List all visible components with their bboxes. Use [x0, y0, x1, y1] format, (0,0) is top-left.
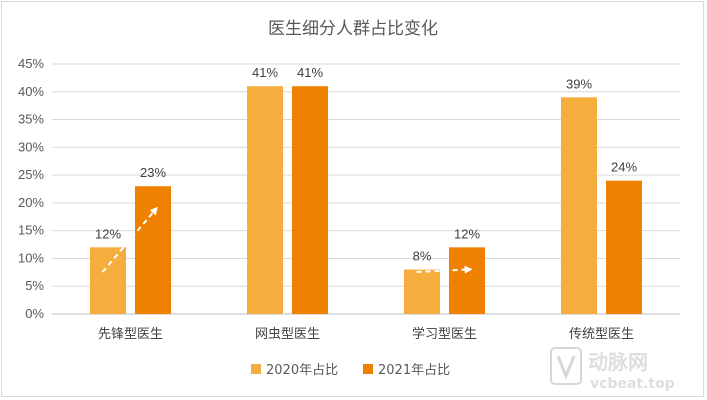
- x-tick-label: 学习型医生: [412, 326, 477, 342]
- legend: 2020年占比 2021年占比: [251, 363, 450, 378]
- data-label: 39%: [566, 76, 592, 91]
- bar: [561, 97, 597, 314]
- legend-swatch: [251, 364, 261, 374]
- y-tick-label: 30%: [18, 139, 44, 154]
- data-label: 23%: [140, 165, 166, 180]
- data-label: 41%: [297, 65, 323, 80]
- bar: [404, 269, 440, 314]
- data-label: 41%: [252, 65, 278, 80]
- y-tick-label: 25%: [18, 167, 44, 182]
- bar: [90, 247, 126, 314]
- x-tick-label: 网虫型医生: [255, 327, 320, 342]
- y-tick-label: 5%: [25, 278, 44, 293]
- logo-v-icon: [550, 347, 582, 385]
- data-label: 12%: [454, 226, 480, 241]
- bar: [135, 186, 171, 314]
- trend-arrow: [416, 265, 473, 274]
- y-tick-label: 35%: [18, 112, 44, 127]
- data-label: 24%: [611, 160, 637, 175]
- legend-swatch: [363, 364, 373, 374]
- data-labels: 12% 23% 41% 41% 8% 12% 39% 24%: [95, 65, 637, 263]
- y-tick-label: 15%: [18, 223, 44, 238]
- x-tick-label: 先锋型医生: [98, 327, 163, 342]
- bar: [449, 247, 485, 314]
- logo-v-mark: [556, 355, 576, 381]
- logo-text: 动脉网: [588, 350, 648, 374]
- legend-label: 2021年占比: [378, 363, 450, 378]
- y-tick-label: 20%: [18, 195, 44, 210]
- watermark-logo: 动脉网 vcbeat.top: [550, 347, 675, 392]
- y-tick-label: 10%: [18, 250, 44, 265]
- y-tick-label: 45%: [18, 56, 44, 71]
- bar: [247, 86, 283, 314]
- trend-arrow: [101, 206, 158, 273]
- chart-title: 医生细分人群占比变化: [268, 19, 438, 39]
- bar: [292, 86, 328, 314]
- x-tick-label: 传统型医生: [569, 327, 634, 342]
- data-label: 8%: [413, 249, 432, 264]
- y-tick-label: 0%: [25, 306, 44, 321]
- data-label: 12%: [95, 226, 121, 241]
- bars: [90, 86, 642, 314]
- y-tick-label: 40%: [18, 84, 44, 99]
- legend-label: 2020年占比: [266, 363, 338, 378]
- bar: [606, 180, 642, 314]
- y-axis: 0% 5% 10% 15% 20% 25% 30% 35% 40% 45%: [18, 56, 44, 321]
- x-axis: 先锋型医生 网虫型医生 学习型医生 传统型医生: [98, 326, 634, 342]
- trend-arrows: [101, 206, 473, 274]
- logo-url: vcbeat.top: [590, 376, 675, 392]
